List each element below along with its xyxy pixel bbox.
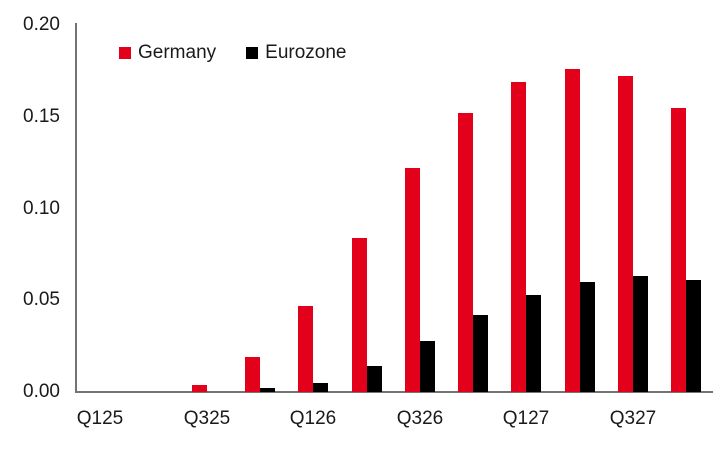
x-axis-line — [76, 391, 713, 393]
bar-germany-q425 — [245, 357, 260, 392]
x-tick-label: Q325 — [183, 408, 231, 429]
x-tick-label: Q326 — [396, 408, 444, 429]
x-tick-label: Q127 — [502, 408, 550, 429]
y-tick-label: 0.00 — [23, 381, 60, 402]
y-tick-label: 0.15 — [23, 106, 60, 127]
x-tick-label: Q125 — [76, 408, 124, 429]
x-tick-label: Q126 — [289, 408, 337, 429]
legend-item-eurozone: Eurozone — [246, 42, 346, 64]
bar-eurozone-q226 — [367, 366, 382, 392]
bar-eurozone-q326 — [420, 341, 435, 392]
bar-germany-q127 — [511, 82, 526, 392]
y-axis-line — [75, 23, 77, 393]
legend-germany-label: Germany — [138, 42, 217, 63]
legend-germany-swatch-icon — [119, 47, 131, 59]
bar-germany-q126 — [298, 306, 313, 392]
bar-germany-q226 — [352, 238, 367, 392]
bar-eurozone-q425 — [260, 388, 275, 392]
bar-germany-q325 — [192, 385, 207, 392]
legend-eurozone-label: Eurozone — [265, 42, 347, 63]
bar-eurozone-q227 — [580, 282, 595, 392]
bar-eurozone-q426 — [473, 315, 488, 392]
y-tick-label: 0.20 — [23, 14, 60, 35]
bar-eurozone-q126 — [313, 383, 328, 392]
bar-germany-q326 — [405, 168, 420, 392]
bar-germany-q227 — [565, 69, 580, 392]
legend-item-germany: Germany — [119, 42, 216, 64]
x-tick-label: Q327 — [609, 408, 657, 429]
y-tick-label: 0.10 — [23, 198, 60, 219]
legend-eurozone-swatch-icon — [246, 47, 259, 59]
bar-eurozone-q327 — [633, 276, 648, 392]
bar-germany-q327 — [618, 76, 633, 392]
bar-eurozone-q427 — [686, 280, 701, 392]
bar-eurozone-q127 — [526, 295, 541, 392]
chart-legend: Germany Eurozone — [119, 42, 346, 64]
y-tick-label: 0.05 — [23, 289, 60, 310]
bar-germany-q426 — [458, 113, 473, 392]
bar-germany-q427 — [671, 108, 686, 392]
